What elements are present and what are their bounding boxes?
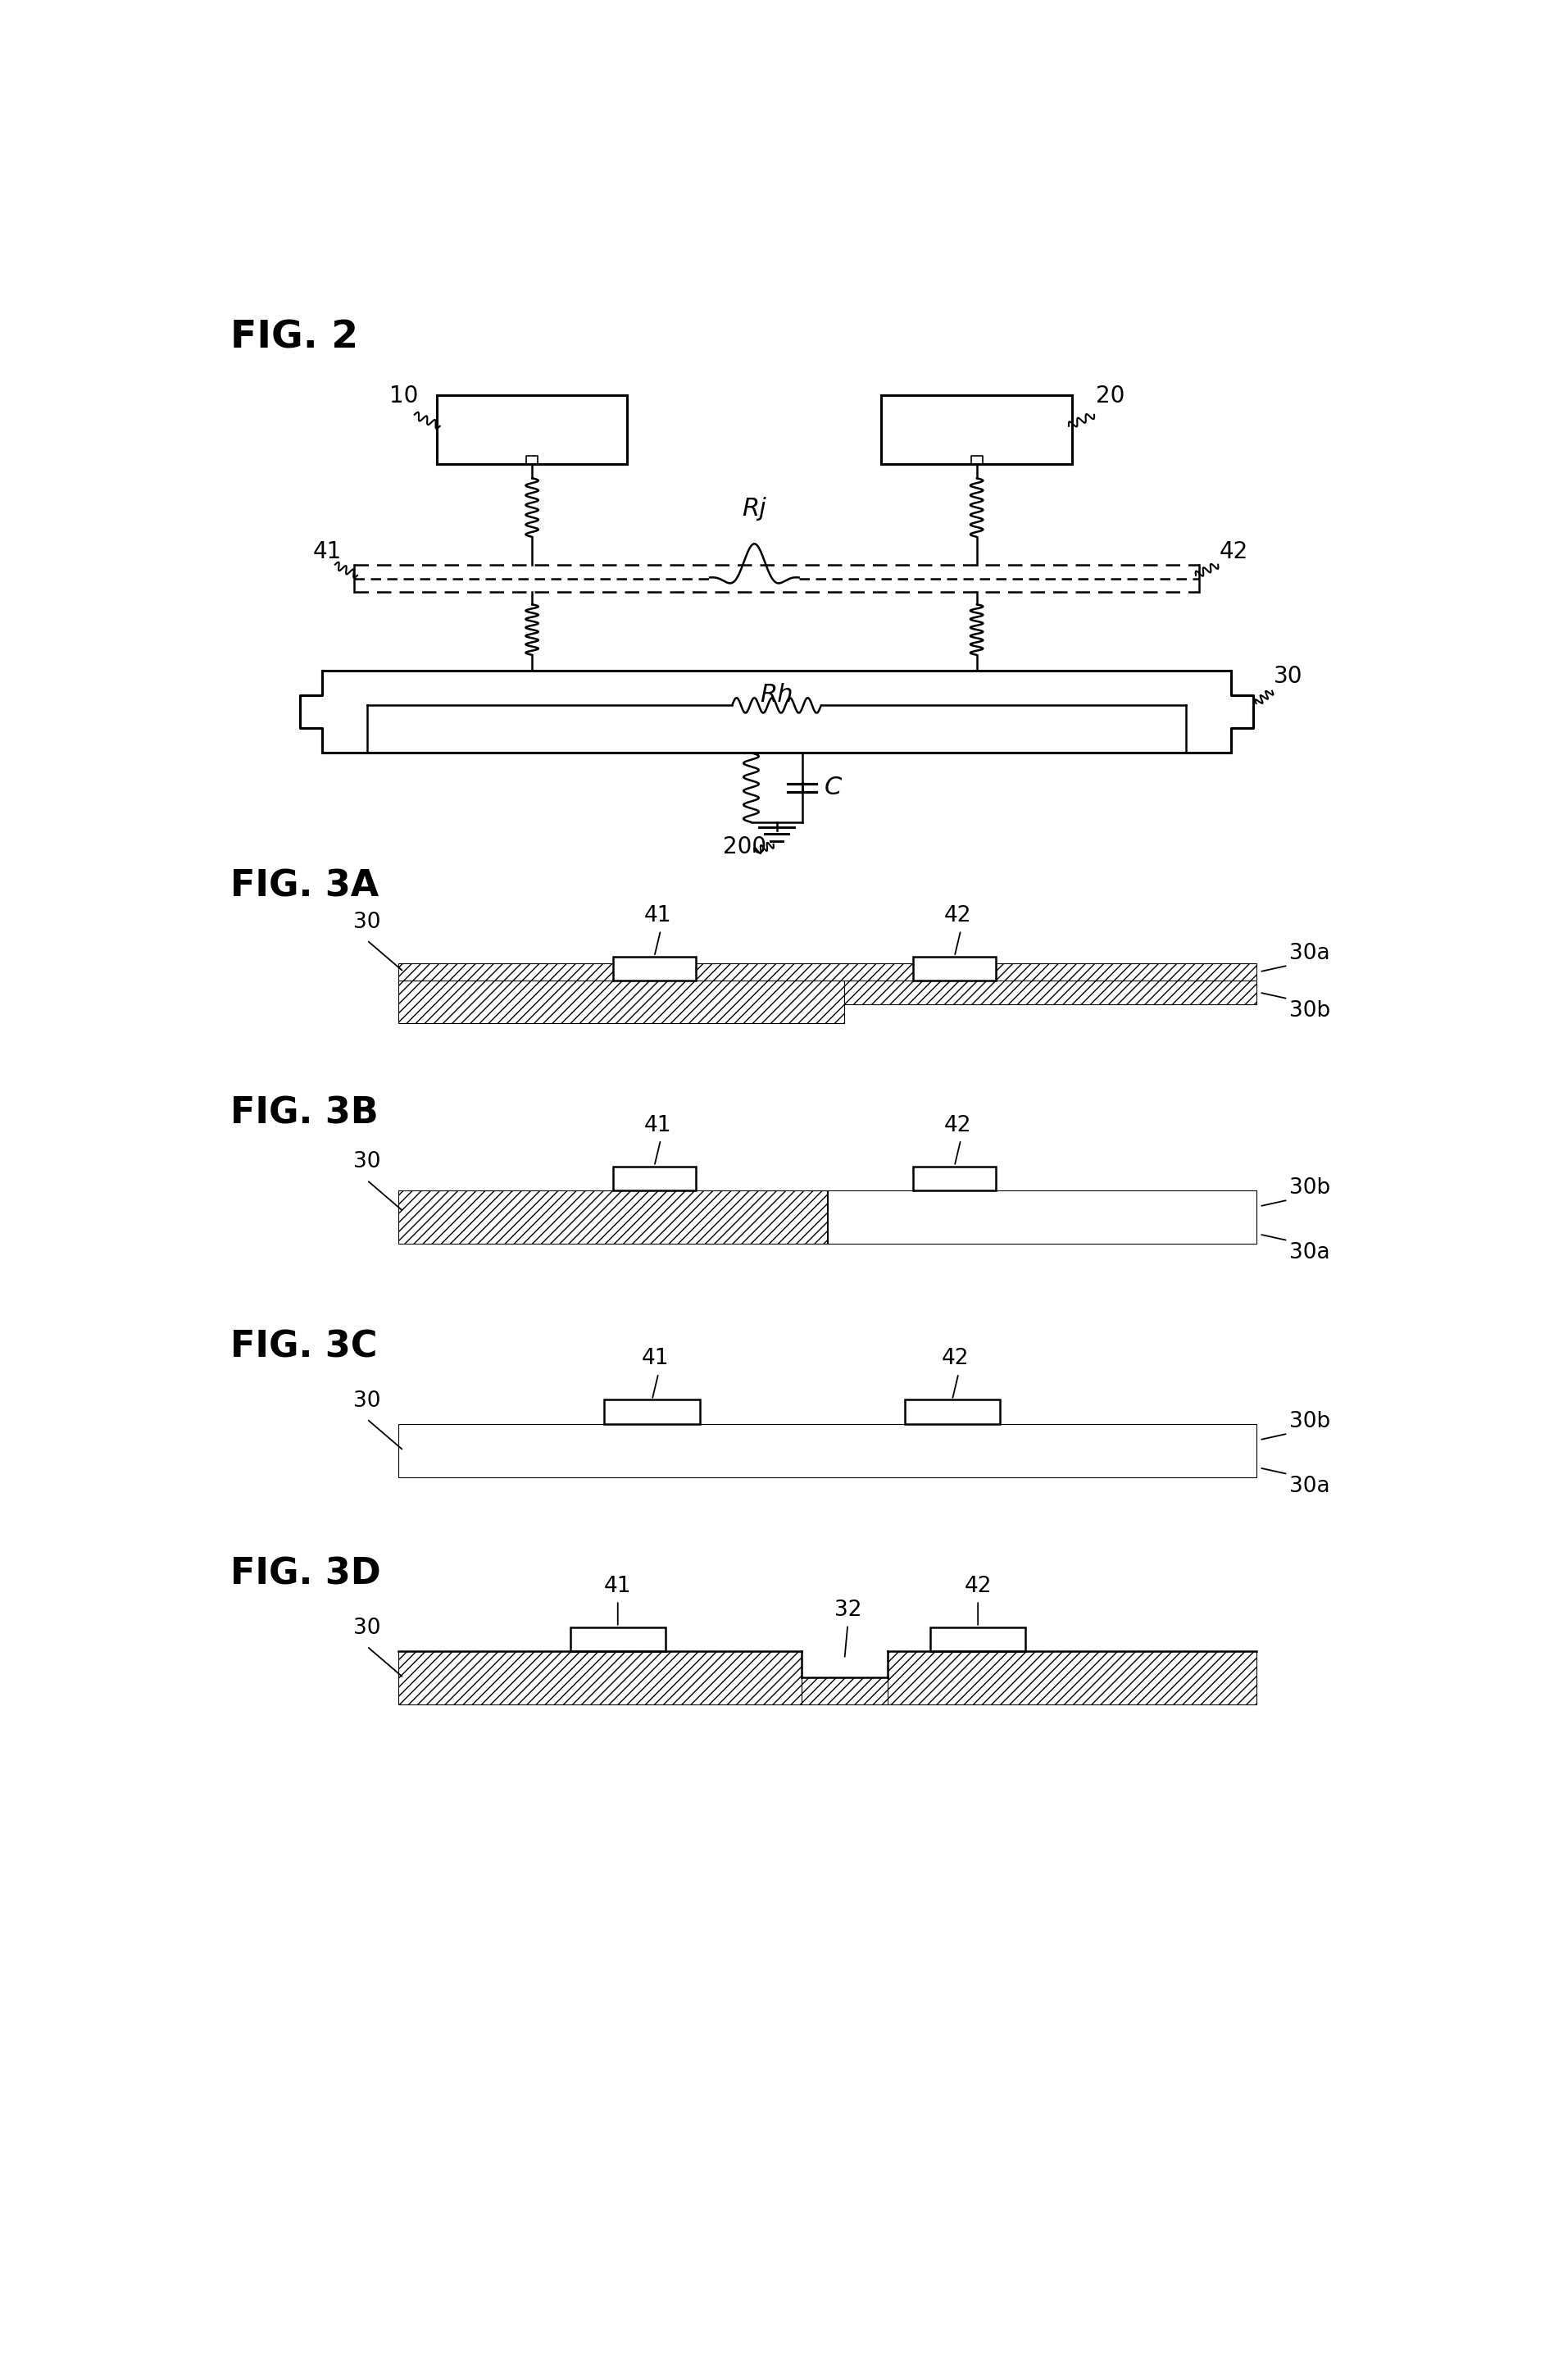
Bar — [827, 1190, 1257, 1245]
Text: 30: 30 — [353, 912, 380, 933]
Bar — [802, 1678, 888, 1704]
Bar — [930, 1628, 1025, 1652]
Bar — [613, 1166, 696, 1190]
Bar — [399, 981, 844, 1023]
Text: 200: 200 — [722, 835, 766, 859]
Text: 32: 32 — [835, 1599, 861, 1621]
Text: 41: 41 — [313, 540, 342, 564]
Text: 30a: 30a — [1289, 1476, 1330, 1497]
Text: 30b: 30b — [1289, 1000, 1330, 1021]
Bar — [905, 1399, 1000, 1423]
Bar — [913, 957, 996, 981]
Text: C: C — [824, 776, 841, 800]
Bar — [570, 1628, 666, 1652]
Text: 30a: 30a — [1289, 942, 1330, 964]
Text: 42: 42 — [944, 904, 971, 926]
Bar — [436, 395, 627, 464]
Bar — [888, 1652, 1257, 1704]
Text: 10: 10 — [389, 383, 419, 407]
Text: 41: 41 — [603, 1576, 631, 1597]
Text: FIG. 3C: FIG. 3C — [230, 1328, 377, 1364]
Text: 30: 30 — [353, 1390, 380, 1411]
Text: 42: 42 — [944, 1114, 971, 1135]
Bar — [844, 981, 1257, 1004]
Bar — [913, 1166, 996, 1190]
Text: FIG. 3B: FIG. 3B — [230, 1095, 378, 1130]
Text: 30a: 30a — [1289, 1242, 1330, 1264]
Text: FIG. 2: FIG. 2 — [230, 319, 358, 357]
Bar — [882, 395, 1072, 464]
Text: 41: 41 — [641, 1347, 669, 1368]
Bar — [399, 964, 1257, 981]
Bar — [605, 1399, 700, 1423]
Text: 42: 42 — [941, 1347, 969, 1368]
Text: FIG. 3A: FIG. 3A — [230, 869, 378, 904]
Text: 42: 42 — [1219, 540, 1249, 564]
Text: 20: 20 — [1096, 383, 1125, 407]
Text: 30b: 30b — [1289, 1411, 1330, 1433]
Text: 41: 41 — [644, 904, 671, 926]
Bar — [613, 957, 696, 981]
Text: 30b: 30b — [1289, 1178, 1330, 1200]
Bar — [399, 1652, 802, 1704]
Text: 30: 30 — [353, 1152, 380, 1173]
Text: 30: 30 — [353, 1618, 380, 1640]
Bar — [399, 1423, 1257, 1478]
Text: Rh: Rh — [760, 683, 794, 707]
Text: 30: 30 — [1274, 664, 1302, 688]
Bar — [399, 1190, 827, 1245]
Text: Rj: Rj — [742, 497, 766, 521]
Text: 41: 41 — [644, 1114, 671, 1135]
Text: FIG. 3D: FIG. 3D — [230, 1557, 381, 1592]
Text: 42: 42 — [964, 1576, 991, 1597]
